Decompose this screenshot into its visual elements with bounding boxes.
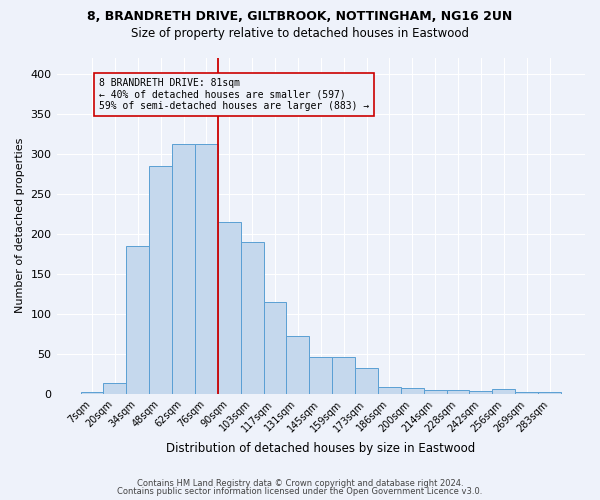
- Bar: [218, 222, 241, 394]
- Text: Contains public sector information licensed under the Open Government Licence v3: Contains public sector information licen…: [118, 487, 482, 496]
- Bar: [469, 392, 493, 394]
- Text: Size of property relative to detached houses in Eastwood: Size of property relative to detached ho…: [131, 28, 469, 40]
- Bar: [263, 302, 286, 394]
- Bar: [446, 390, 469, 394]
- Bar: [493, 389, 515, 394]
- Bar: [80, 392, 103, 394]
- Y-axis label: Number of detached properties: Number of detached properties: [15, 138, 25, 314]
- Bar: [172, 144, 195, 394]
- Bar: [286, 336, 310, 394]
- Bar: [424, 390, 446, 394]
- Bar: [401, 388, 424, 394]
- Bar: [355, 368, 378, 394]
- Bar: [332, 357, 355, 394]
- X-axis label: Distribution of detached houses by size in Eastwood: Distribution of detached houses by size …: [166, 442, 475, 455]
- Bar: [149, 166, 172, 394]
- Bar: [538, 392, 561, 394]
- Bar: [515, 392, 538, 394]
- Bar: [378, 386, 401, 394]
- Text: 8 BRANDRETH DRIVE: 81sqm
← 40% of detached houses are smaller (597)
59% of semi-: 8 BRANDRETH DRIVE: 81sqm ← 40% of detach…: [99, 78, 369, 110]
- Bar: [195, 144, 218, 394]
- Bar: [103, 382, 127, 394]
- Text: 8, BRANDRETH DRIVE, GILTBROOK, NOTTINGHAM, NG16 2UN: 8, BRANDRETH DRIVE, GILTBROOK, NOTTINGHA…: [88, 10, 512, 23]
- Bar: [127, 246, 149, 394]
- Bar: [310, 357, 332, 394]
- Text: Contains HM Land Registry data © Crown copyright and database right 2024.: Contains HM Land Registry data © Crown c…: [137, 478, 463, 488]
- Bar: [241, 242, 263, 394]
